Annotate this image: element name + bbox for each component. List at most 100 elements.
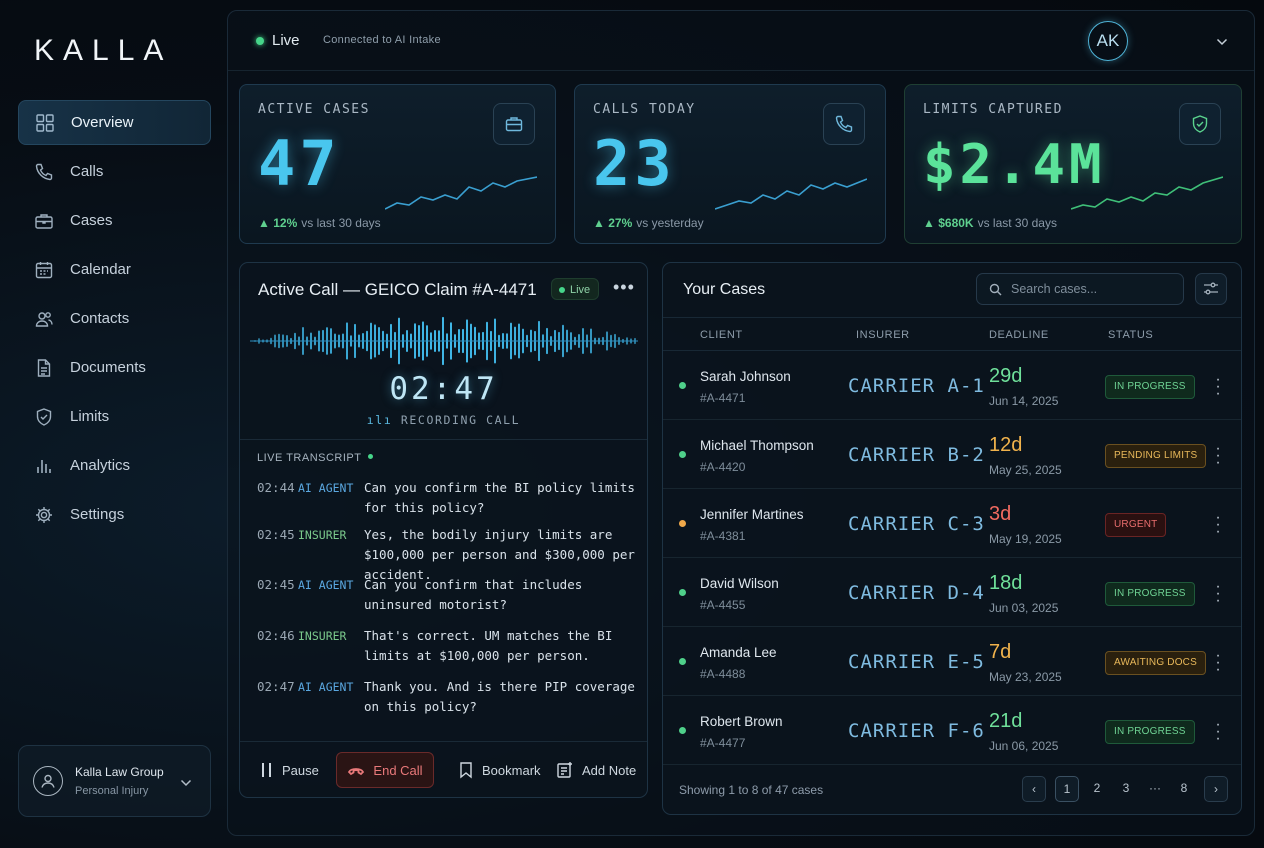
account-switcher[interactable]: Kalla Law Group Personal Injury [18,745,211,817]
account-name: Kalla Law Group [75,765,164,779]
analytics-icon [34,456,54,476]
contacts-icon [34,309,54,329]
case-id: #A-4488 [700,667,746,681]
table-row[interactable]: Robert Brown #A-4477 CARRIER F-6 21d Jun… [663,697,1241,765]
sidebar-nav: Overview Calls Cases Calendar Contacts D… [18,100,211,541]
document-icon [34,358,54,378]
sidebar-item-documents[interactable]: Documents [18,345,211,390]
kpi-active-cases[interactable]: ACTIVE CASES 47 ▲ 12% vs last 30 days [239,84,556,244]
more-vertical-icon[interactable]: · · · [1215,716,1221,747]
cases-title: Your Cases [683,281,766,298]
client-name: Michael Thompson [700,438,814,453]
filter-button[interactable] [1195,273,1227,305]
kpi-label: CALLS TODAY [593,102,696,117]
status-dot [679,451,686,458]
kpi-calls-today[interactable]: CALLS TODAY 23 ▲ 27% vs yesterday [574,84,886,244]
status-dot [679,520,686,527]
kpi-trend: ▲ 27% vs yesterday [593,216,704,230]
call-live-badge: Live [551,278,600,300]
user-avatar[interactable]: AK [1088,21,1128,61]
more-vertical-icon[interactable]: · · · [1215,578,1221,609]
more-vertical-icon[interactable]: · · · [1215,440,1221,471]
sidebar-item-label: Settings [70,506,125,523]
sidebar-item-label: Documents [70,359,146,376]
app-logo: KALLA [34,34,173,67]
sliders-icon [1204,282,1218,295]
chevron-down-icon [180,774,192,792]
deadline-days: 12d [989,434,1023,456]
sidebar-item-calls[interactable]: Calls [18,149,211,194]
column-header[interactable]: DEADLINE [989,329,1049,341]
sidebar-item-contacts[interactable]: Contacts [18,296,211,341]
deadline-date: May 23, 2025 [989,670,1062,684]
client-name: Jennifer Martines [700,507,804,522]
shield-icon [1179,103,1221,145]
main-panel: Live Connected to AI Intake AK ACTIVE CA… [227,10,1255,836]
table-row[interactable]: Sarah Johnson #A-4471 CARRIER A-1 29d Ju… [663,352,1241,420]
case-id: #A-4455 [700,598,746,612]
sidebar-item-label: Overview [71,114,134,131]
client-name: David Wilson [700,576,779,591]
pagination-info: Showing 1 to 8 of 47 cases [679,783,824,797]
status-badge: PENDING LIMITS [1105,444,1207,468]
case-id: #A-4381 [700,529,746,543]
column-header[interactable]: INSURER [856,329,910,341]
audio-waveform [250,316,638,366]
more-vertical-icon[interactable]: · · · [1215,647,1221,678]
sidebar-item-cases[interactable]: Cases [18,198,211,243]
table-row[interactable]: Amanda Lee #A-4488 CARRIER E-5 7d May 23… [663,628,1241,696]
status-badge: IN PROGRESS [1105,375,1195,399]
transcript-line: 02:45 AI AGENT Can you confirm that includ… [257,577,583,612]
table-row[interactable]: Michael Thompson #A-4420 CARRIER B-2 12d… [663,421,1241,489]
active-call-panel: Active Call — GEICO Claim #A-4471 Live •… [239,262,648,798]
search-input[interactable]: Search cases... [976,273,1184,305]
column-header[interactable]: CLIENT [700,329,743,341]
prev-page-button[interactable]: ‹ [1022,776,1046,802]
more-options-icon[interactable]: ••• [613,277,635,297]
briefcase-icon [34,211,54,231]
more-vertical-icon[interactable]: · · · [1215,509,1221,540]
table-row[interactable]: David Wilson #A-4455 CARRIER D-4 18d Jun… [663,559,1241,627]
page-button[interactable]: 8 [1180,781,1188,795]
kpi-limits-captured[interactable]: LIMITS CAPTURED $2.4M ▲ $680K vs last 30 … [904,84,1242,244]
calendar-icon [34,260,54,280]
sidebar-item-settings[interactable]: Settings [18,492,211,537]
sidebar-item-label: Cases [70,212,113,229]
search-icon [989,283,1002,295]
briefcase-icon [493,103,535,145]
next-page-button[interactable]: › [1204,776,1228,802]
sidebar-item-overview[interactable]: Overview [18,100,211,145]
sparkline-chart [385,176,537,210]
bookmark-button[interactable]: Bookmark [458,752,541,788]
account-subtitle: Personal Injury [75,785,149,797]
live-status: Live [272,32,300,49]
end-call-button[interactable]: End Call [336,752,434,788]
insurer: CARRIER E-5 [848,651,985,673]
pause-button[interactable]: Pause [260,752,319,788]
transcript-line: 02:45 INSURER Yes, the bodily injury limit… [257,527,635,582]
table-row[interactable]: Jennifer Martines #A-4381 CARRIER C-3 3d… [663,490,1241,558]
chevron-down-icon[interactable] [1216,33,1228,51]
sidebar-item-analytics[interactable]: Analytics [18,443,211,488]
deadline-date: May 19, 2025 [989,532,1062,546]
deadline-days: 3d [989,503,1012,525]
deadline-days: 18d [989,572,1023,594]
sidebar-item-calendar[interactable]: Calendar [18,247,211,292]
page-button[interactable]: 2 [1093,781,1101,795]
sidebar-item-limits[interactable]: Limits [18,394,211,439]
insurer: CARRIER C-3 [848,513,985,535]
transcript-header: LIVE TRANSCRIPT [257,452,373,464]
add-note-button[interactable]: Add Note [556,752,636,788]
column-header[interactable]: STATUS [1108,329,1154,341]
deadline-days: 21d [989,710,1023,732]
page-button[interactable]: 1 [1055,776,1079,802]
more-vertical-icon[interactable]: · · · [1215,371,1221,402]
page-button[interactable]: 3 [1122,781,1130,795]
deadline-days: 29d [989,365,1023,387]
client-name: Robert Brown [700,714,783,729]
call-title: Active Call — GEICO Claim #A-4471 [258,280,537,299]
status-dot [679,658,686,665]
status-dot [679,589,686,596]
transcript-line: 02:44 AI AGENT Can you confirm the BI poli… [257,480,635,515]
status-dot [679,382,686,389]
